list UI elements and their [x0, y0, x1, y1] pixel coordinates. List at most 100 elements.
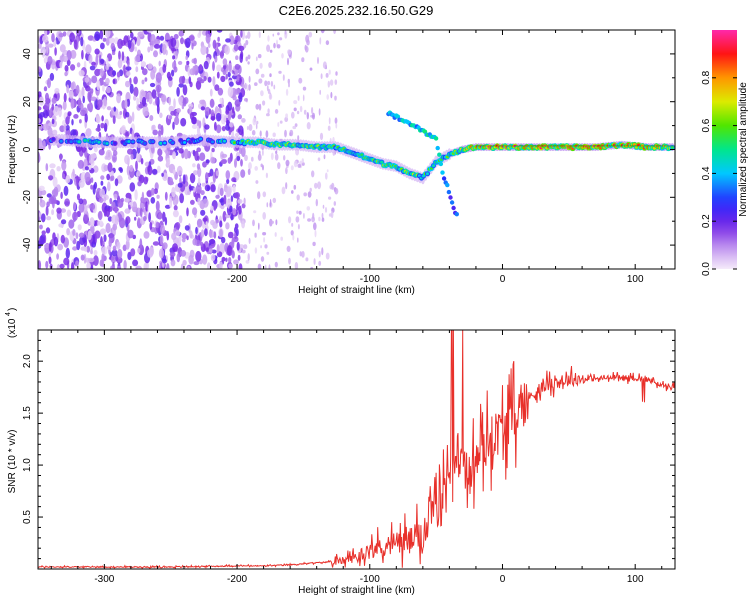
noise-blob: [321, 217, 325, 222]
noise-blob: [222, 210, 227, 222]
noise-blob: [164, 191, 168, 201]
noise-blob: [204, 124, 210, 130]
noise-blob: [162, 242, 168, 250]
noise-blob: [227, 101, 233, 112]
noise-blob: [319, 132, 324, 141]
noise-blob: [229, 35, 235, 45]
noise-blob: [168, 96, 171, 106]
noise-blob: [134, 189, 138, 201]
noise-blob: [202, 198, 209, 208]
noise-blob: [216, 71, 220, 79]
noise-blob: [152, 241, 160, 246]
noise-blob: [76, 30, 81, 36]
noise-blob: [73, 39, 78, 50]
noise-blob: [75, 84, 80, 95]
noise-blob: [321, 247, 324, 256]
noise-blob: [160, 124, 164, 136]
noise-blob: [314, 182, 318, 189]
noise-blob: [172, 151, 177, 160]
noise-blob: [150, 187, 155, 196]
noise-blob: [137, 181, 142, 187]
noise-blob: [112, 223, 118, 231]
noise-blob: [90, 249, 93, 255]
noise-blob: [228, 257, 232, 264]
noise-blob: [195, 226, 198, 235]
spec-ytick-label: -40: [22, 237, 33, 252]
noise-blob: [286, 245, 291, 252]
signal-core: [163, 141, 167, 145]
noise-blob: [199, 64, 203, 71]
noise-blob: [187, 67, 191, 77]
noise-blob: [240, 30, 243, 38]
noise-blob: [318, 216, 321, 222]
noise-blob: [73, 201, 77, 211]
noise-blob: [255, 56, 258, 62]
noise-blob: [324, 207, 328, 213]
noise-blob: [159, 234, 164, 246]
noise-blob: [155, 72, 162, 83]
signal-core: [380, 160, 384, 164]
noise-blob: [211, 249, 217, 254]
branch-cell: [440, 170, 445, 175]
noise-blob: [205, 172, 209, 182]
noise-blob: [78, 70, 85, 77]
noise-blob: [227, 62, 233, 73]
noise-blob: [145, 201, 148, 212]
noise-blob: [238, 263, 243, 269]
noise-blob: [186, 207, 189, 217]
noise-blob: [285, 167, 288, 175]
noise-blob: [112, 115, 116, 124]
noise-blob: [328, 117, 331, 125]
noise-blob: [210, 205, 214, 211]
snr-ytick-label: 1.0: [22, 458, 33, 472]
noise-blob: [248, 162, 252, 170]
noise-blob: [246, 84, 249, 92]
noise-blob: [252, 117, 257, 126]
noise-blob: [262, 212, 267, 220]
noise-blob: [293, 100, 298, 105]
noise-blob: [272, 197, 277, 204]
noise-blob: [98, 220, 103, 226]
noise-blob: [99, 30, 104, 40]
noise-blob: [48, 256, 52, 265]
noise-blob: [285, 159, 290, 167]
noise-blob: [159, 35, 165, 41]
noise-blob: [172, 209, 179, 218]
noise-blob: [219, 261, 223, 269]
noise-blob: [285, 113, 288, 119]
noise-blob: [246, 126, 249, 130]
noise-blob: [147, 63, 153, 70]
noise-blob: [185, 37, 191, 48]
noise-blob: [255, 180, 259, 184]
noise-blob: [169, 197, 173, 209]
noise-blob: [325, 73, 329, 78]
noise-blob: [275, 219, 278, 226]
noise-blob: [299, 105, 303, 113]
noise-blob: [45, 260, 49, 269]
noise-blob: [205, 33, 211, 44]
noise-blob: [207, 262, 211, 269]
noise-blob: [100, 58, 105, 65]
noise-blob: [269, 218, 273, 227]
branch-cell: [435, 145, 440, 151]
noise-blob: [188, 76, 192, 85]
noise-blob: [313, 258, 316, 265]
noise-blob: [228, 122, 234, 128]
noise-blob: [152, 124, 156, 130]
noise-blob: [91, 61, 96, 66]
noise-blob: [88, 257, 95, 263]
noise-blob: [56, 166, 61, 172]
noise-blob: [70, 82, 75, 90]
noise-blob: [107, 216, 113, 222]
noise-blob: [77, 97, 82, 109]
noise-blob: [177, 182, 183, 188]
noise-blob: [219, 97, 223, 104]
noise-blob: [243, 197, 246, 205]
noise-blob: [175, 112, 179, 119]
noise-blob: [276, 44, 281, 49]
noise-blob: [110, 255, 117, 264]
noise-blob: [223, 194, 227, 205]
noise-blob: [233, 259, 239, 265]
noise-blob: [209, 88, 213, 97]
noise-blob: [333, 201, 336, 206]
